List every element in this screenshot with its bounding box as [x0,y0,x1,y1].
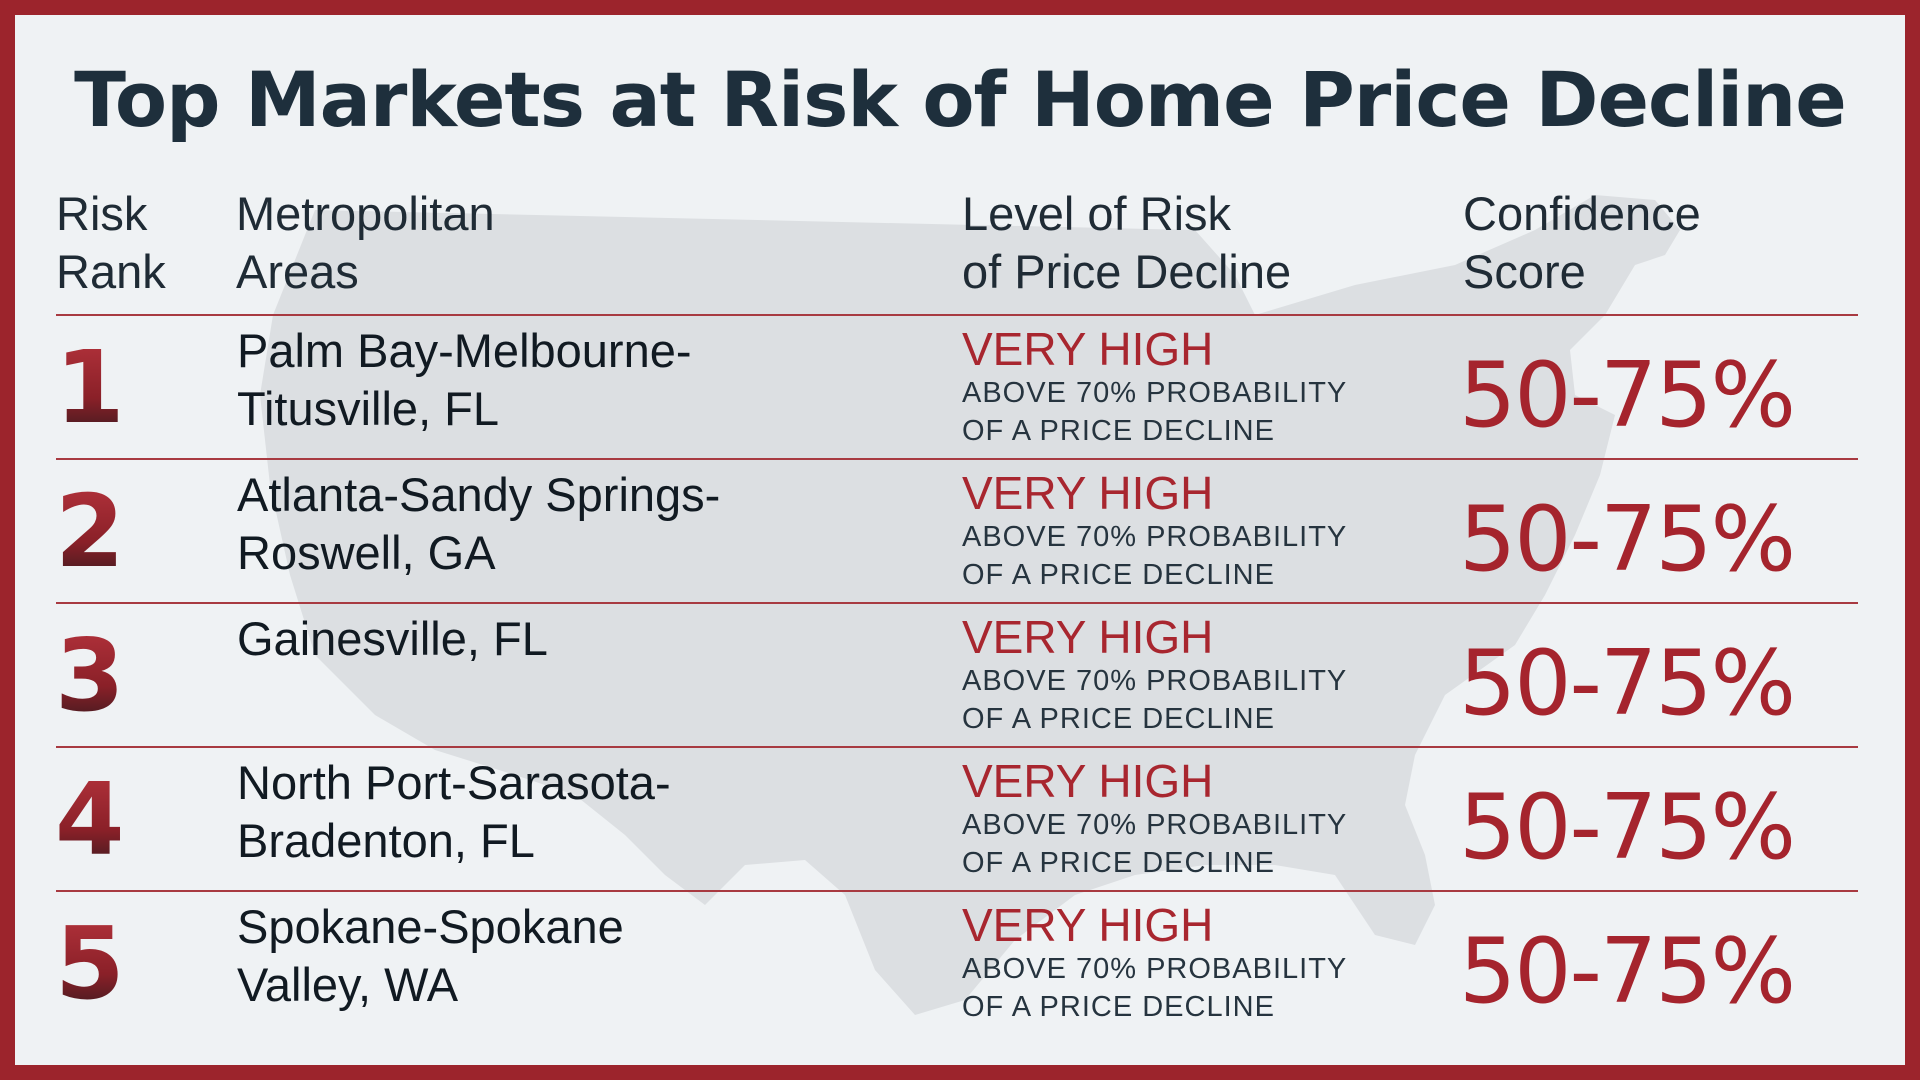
metro-area: North Port-Sarasota- Bradenton, FL [237,756,671,867]
row-divider [56,602,1858,604]
table-row: 1 Palm Bay-Melbourne- Titusville, FL VER… [15,316,1905,460]
header-metropolitan-areas: Metropolitan Areas [236,187,495,298]
risk-rank: 1 [55,329,125,446]
risk-level: VERY HIGH ABOVE 70% PROBABILITY OF A PRI… [962,899,1348,1023]
row-divider [56,890,1858,892]
row-divider [56,746,1858,748]
risk-level: VERY HIGH ABOVE 70% PROBABILITY OF A PRI… [962,611,1348,735]
risk-rank: 2 [55,473,125,590]
confidence-score: 50-75% [1459,487,1796,592]
confidence-score: 50-75% [1459,343,1796,448]
metro-area: Palm Bay-Melbourne- Titusville, FL [237,324,692,435]
table-row: 4 North Port-Sarasota- Bradenton, FL VER… [15,748,1905,892]
header-level-of-risk: Level of Risk of Price Decline [962,187,1292,298]
metro-area: Atlanta-Sandy Springs- Roswell, GA [237,468,721,579]
risk-rank: 5 [55,905,125,1022]
risk-rank: 3 [55,617,125,734]
risk-level: VERY HIGH ABOVE 70% PROBABILITY OF A PRI… [962,755,1348,879]
metro-area: Gainesville, FL [237,612,548,665]
confidence-score: 50-75% [1459,919,1796,1024]
row-divider [56,314,1858,316]
confidence-score: 50-75% [1459,775,1796,880]
confidence-score: 50-75% [1459,631,1796,736]
table-row: 2 Atlanta-Sandy Springs- Roswell, GA VER… [15,460,1905,604]
row-divider [56,458,1858,460]
risk-level: VERY HIGH ABOVE 70% PROBABILITY OF A PRI… [962,323,1348,447]
page-title: Top Markets at Risk of Home Price Declin… [74,55,1847,144]
header-risk-rank: Risk Rank [56,187,166,298]
infographic-card: Top Markets at Risk of Home Price Declin… [15,15,1905,1065]
header-confidence-score: Confidence Score [1463,187,1701,298]
table-row: 3 Gainesville, FL VERY HIGH ABOVE 70% PR… [15,604,1905,748]
metro-area: Spokane-Spokane Valley, WA [237,900,624,1011]
risk-rank: 4 [55,761,125,878]
us-map-silhouette [260,195,1680,1015]
table-row: 5 Spokane-Spokane Valley, WA VERY HIGH A… [15,892,1905,1036]
risk-level: VERY HIGH ABOVE 70% PROBABILITY OF A PRI… [962,467,1348,591]
